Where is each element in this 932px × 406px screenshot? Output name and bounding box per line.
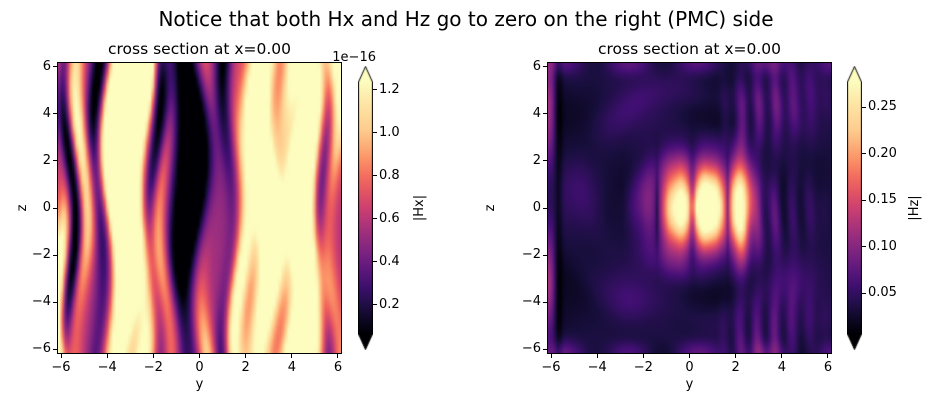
right-xaxis-label: y xyxy=(685,377,694,392)
y-tick xyxy=(53,207,57,209)
hx-colorbar xyxy=(358,66,373,350)
hx-heatmap-canvas xyxy=(58,63,341,353)
colorbar-tick-label: 0.05 xyxy=(868,285,897,301)
x-tick xyxy=(337,354,339,358)
colorbar-tick-label: 0.25 xyxy=(868,99,897,115)
x-tick-label: −4 xyxy=(587,360,607,375)
y-tick-label: 2 xyxy=(532,152,541,168)
x-tick-label: −6 xyxy=(541,360,561,375)
y-tick xyxy=(53,254,57,256)
colorbar-tick xyxy=(373,89,377,91)
left-plot-area xyxy=(57,62,342,354)
hz-heatmap-canvas xyxy=(548,63,831,353)
x-tick xyxy=(152,354,154,358)
x-tick-label: 2 xyxy=(241,360,250,375)
hz-colorbar xyxy=(847,66,862,350)
x-tick-label: 4 xyxy=(287,360,296,375)
hx-colorbar-label: |Hx| xyxy=(412,194,427,222)
x-tick xyxy=(781,354,783,358)
x-tick xyxy=(245,354,247,358)
colorbar-tick xyxy=(373,304,377,306)
y-tick xyxy=(543,254,547,256)
x-tick-label: −4 xyxy=(97,360,117,375)
y-tick xyxy=(53,66,57,68)
colorbar-tick xyxy=(862,153,866,155)
x-tick xyxy=(550,354,552,358)
y-tick xyxy=(543,160,547,162)
y-tick xyxy=(543,348,547,350)
y-tick xyxy=(543,207,547,209)
left-plot-title: cross section at x=0.00 xyxy=(107,40,292,58)
y-tick-label: 0 xyxy=(532,200,541,215)
right-plot-area xyxy=(547,62,832,354)
y-tick xyxy=(543,301,547,303)
colorbar-tick xyxy=(862,106,866,108)
colorbar-tick-label: 0.4 xyxy=(379,253,400,269)
colorbar-tick xyxy=(373,218,377,220)
colorbar-tick xyxy=(373,261,377,263)
colorbar-tick xyxy=(862,199,866,201)
y-tick-label: 6 xyxy=(532,58,541,74)
hz-colorbar-label: |Hz| xyxy=(907,195,922,221)
colorbar-tick-label: 0.2 xyxy=(379,296,400,312)
colorbar-tick xyxy=(373,132,377,134)
y-tick xyxy=(543,113,547,115)
right-yaxis-label: z xyxy=(483,204,498,212)
colorbar-tick xyxy=(862,292,866,294)
x-tick-label: 0 xyxy=(195,360,204,375)
x-tick-label: −2 xyxy=(633,360,653,375)
y-tick-label: −4 xyxy=(31,294,51,310)
x-tick-label: 6 xyxy=(823,360,833,375)
y-tick-label: −6 xyxy=(521,341,541,357)
y-tick-label: 6 xyxy=(42,58,51,74)
y-tick-label: 4 xyxy=(42,105,51,121)
y-tick xyxy=(53,113,57,115)
colorbar-tick-label: 0.6 xyxy=(379,210,400,226)
y-tick xyxy=(543,66,547,68)
colorbar-tick-label: 1.0 xyxy=(379,124,400,140)
y-tick-label: −4 xyxy=(521,294,541,310)
colorbar-tick-label: 1.2 xyxy=(379,81,400,97)
left-xaxis-label: y xyxy=(195,377,204,392)
x-tick-label: 4 xyxy=(777,360,786,375)
colorbar-tick-label: 0.8 xyxy=(379,167,400,183)
x-tick-label: −2 xyxy=(143,360,163,375)
right-plot-title: cross section at x=0.00 xyxy=(597,40,782,58)
hx-colorbar-offset-text: 1e−16 xyxy=(332,50,376,65)
y-tick-label: −2 xyxy=(31,247,51,263)
x-tick xyxy=(735,354,737,358)
y-tick-label: −6 xyxy=(31,341,51,357)
x-tick xyxy=(689,354,690,358)
y-tick xyxy=(53,348,57,350)
y-tick xyxy=(53,301,57,303)
figure-suptitle: Notice that both Hx and Hz go to zero on… xyxy=(158,7,774,31)
x-tick xyxy=(596,354,598,358)
x-tick-label: 6 xyxy=(333,360,343,375)
x-tick xyxy=(827,354,829,358)
x-tick xyxy=(60,354,62,358)
y-tick-label: −2 xyxy=(521,247,541,263)
x-tick xyxy=(106,354,108,358)
colorbar-tick xyxy=(373,175,377,177)
x-tick xyxy=(642,354,644,358)
y-tick-label: 4 xyxy=(532,105,541,121)
x-tick-label: 2 xyxy=(731,360,740,375)
y-tick-label: 0 xyxy=(42,200,51,215)
colorbar-tick xyxy=(862,246,866,248)
y-tick-label: 2 xyxy=(42,152,51,168)
colorbar-tick-label: 0.20 xyxy=(868,145,897,161)
colorbar-tick-label: 0.10 xyxy=(868,238,897,254)
y-tick xyxy=(53,160,57,162)
x-tick xyxy=(291,354,293,358)
x-tick-label: −6 xyxy=(51,360,71,375)
x-tick-label: 0 xyxy=(685,360,694,375)
x-tick xyxy=(199,354,200,358)
colorbar-tick-label: 0.15 xyxy=(868,192,897,208)
